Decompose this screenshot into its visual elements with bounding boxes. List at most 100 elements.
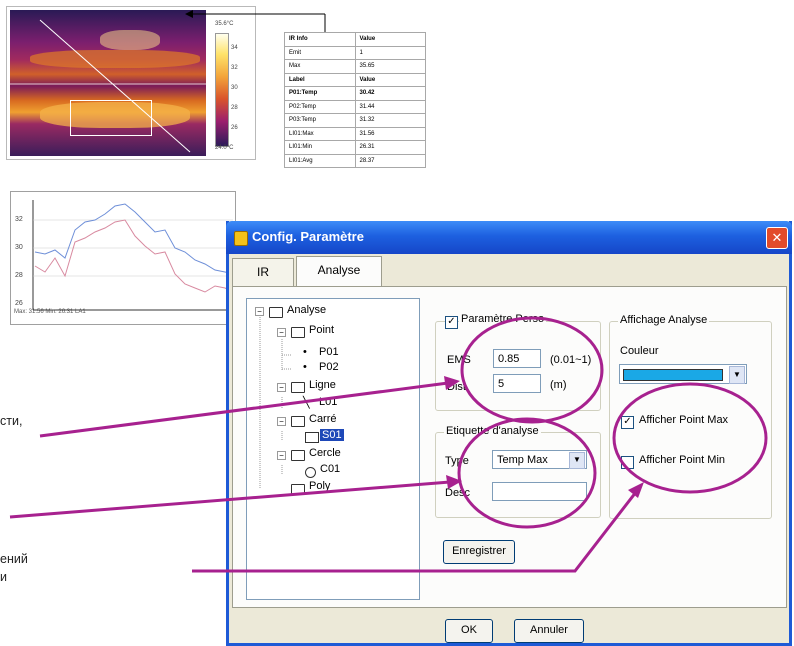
ir-info-table: IR Info Value Emit 1 Max 35.65 Label Value P01:T… — [284, 32, 426, 168]
table-cell-label: P01:Temp — [284, 86, 356, 101]
graph-y-tick: 32 — [15, 216, 23, 223]
table-cell-label: LI01:Min — [284, 140, 356, 155]
scale-tick: 26 — [231, 125, 238, 131]
ems-label: EMS — [447, 354, 471, 366]
save-button[interactable]: Enregistrer — [443, 540, 515, 564]
thermal-image — [10, 10, 206, 156]
folder-icon — [269, 307, 283, 318]
annotation-text-2: ений — [0, 552, 28, 566]
table-row: Label Value — [284, 72, 426, 87]
table-row: LI01:Avg 28.37 — [284, 153, 426, 168]
connector-arrow — [185, 10, 326, 32]
table-cell-value: 30.42 — [354, 86, 426, 101]
table-row: P03:Temp 31.32 — [284, 113, 426, 128]
scale-min-label: 24.0°C — [215, 145, 234, 151]
etiquette-group — [435, 432, 601, 518]
chevron-down-icon[interactable]: ▼ — [729, 366, 745, 384]
tab-analyse[interactable]: Analyse — [296, 256, 382, 288]
type-select[interactable]: Temp Max ▼ — [492, 450, 587, 469]
desc-label: Desc — [445, 487, 471, 499]
point-dot-icon: • — [303, 346, 307, 358]
show-max-checkbox[interactable]: ✓ — [621, 416, 634, 429]
chevron-down-icon[interactable]: ▼ — [569, 452, 585, 469]
folder-icon — [291, 450, 305, 461]
table-cell-value: 35.65 — [354, 59, 426, 74]
table-row: P01:Temp 30.42 — [284, 86, 426, 101]
color-dropdown[interactable]: ▼ — [619, 364, 747, 384]
folder-icon — [291, 382, 305, 393]
show-max-label: Afficher Point Max — [639, 414, 729, 426]
table-cell-label: LI01:Max — [284, 126, 356, 141]
collapse-toggle[interactable]: − — [277, 383, 286, 392]
circle-icon — [305, 467, 316, 478]
table-cell-value: Value — [354, 32, 426, 47]
ok-button[interactable]: OK — [445, 619, 493, 643]
table-cell-label: P02:Temp — [284, 99, 356, 114]
tree-item-cercle[interactable]: Cercle — [309, 447, 341, 459]
annotation-text-1: сти, — [0, 414, 23, 428]
etiquette-legend: Etiquette d'analyse — [444, 425, 541, 437]
table-cell-value: 1 — [354, 45, 426, 60]
folder-icon — [291, 484, 305, 495]
dialog-titlebar[interactable]: Config. Paramètre ✕ — [226, 221, 792, 254]
table-row: Emit 1 — [284, 45, 426, 60]
tree-item-point[interactable]: Point — [309, 324, 335, 336]
graph-y-tick: 26 — [15, 300, 23, 307]
tree-item-c01[interactable]: C01 — [320, 463, 341, 475]
table-row: IR Info Value — [284, 32, 426, 47]
tab-ir[interactable]: IR — [232, 258, 294, 287]
tree-item-s01[interactable]: S01 — [320, 429, 344, 441]
scale-tick: 28 — [231, 105, 238, 111]
scale-tick: 34 — [231, 45, 238, 51]
param-perso-checkbox[interactable]: ✓ — [445, 316, 458, 329]
rectangle-icon — [305, 432, 319, 443]
desc-input[interactable] — [492, 482, 587, 501]
collapse-toggle[interactable]: − — [277, 328, 286, 337]
table-cell-label: Max — [284, 59, 356, 74]
color-swatch — [623, 369, 723, 381]
dist-input[interactable]: 5 — [493, 374, 541, 393]
tree-item-p01[interactable]: P01 — [319, 346, 339, 358]
line-icon: ╲ — [303, 397, 310, 409]
close-icon: ✕ — [771, 230, 783, 245]
collapse-toggle[interactable]: − — [255, 307, 264, 316]
tree-item-analyse[interactable]: Analyse — [287, 304, 327, 316]
param-perso-legend: Paramètre Perso — [459, 313, 547, 325]
table-cell-label: Emit — [284, 45, 356, 60]
tree-item-carre[interactable]: Carré — [309, 413, 337, 425]
table-cell-label: Label — [284, 72, 356, 87]
table-cell-value: 31.56 — [354, 126, 426, 141]
show-min-checkbox[interactable] — [621, 456, 634, 469]
dist-unit: (m) — [550, 379, 567, 391]
table-row: LI01:Max 31.56 — [284, 126, 426, 141]
collapse-toggle[interactable]: − — [277, 451, 286, 460]
table-cell-value: 31.32 — [354, 113, 426, 128]
dialog-title: Config. Paramètre — [252, 229, 364, 244]
ems-range-hint: (0.01~1) — [550, 354, 592, 366]
collapse-toggle[interactable]: − — [277, 417, 286, 426]
color-scale-bar — [215, 33, 229, 147]
scale-max-label: 35.6°C — [215, 21, 234, 27]
folder-icon — [291, 416, 305, 427]
tree-item-p02[interactable]: P02 — [319, 361, 339, 373]
type-select-value: Temp Max — [497, 454, 548, 466]
graph-footer: Max: 31.56 Min: 26.31 LA1 — [14, 309, 86, 315]
close-button[interactable]: ✕ — [766, 227, 788, 249]
annotation-text-3: и — [0, 570, 7, 584]
ems-input[interactable]: 0.85 — [493, 349, 541, 368]
tree-item-ligne[interactable]: Ligne — [309, 379, 336, 391]
table-row: P02:Temp 31.44 — [284, 99, 426, 114]
cancel-button[interactable]: Annuler — [514, 619, 584, 643]
table-cell-label: P03:Temp — [284, 113, 356, 128]
table-cell-label: IR Info — [284, 32, 356, 47]
type-label: Type — [445, 455, 469, 467]
graph-y-tick: 28 — [15, 272, 23, 279]
app-icon — [234, 231, 248, 246]
scale-tick: 32 — [231, 65, 238, 71]
tree-item-poly[interactable]: Poly — [309, 480, 331, 492]
tree-item-l01[interactable]: L01 — [319, 396, 338, 408]
dist-label: Dist — [447, 381, 466, 393]
table-cell-value: Value — [354, 72, 426, 87]
analysis-tree[interactable]: − Analyse − Point • P01 • P02 − Ligne ╲ … — [246, 298, 420, 600]
table-row: LI01:Min 26.31 — [284, 140, 426, 155]
